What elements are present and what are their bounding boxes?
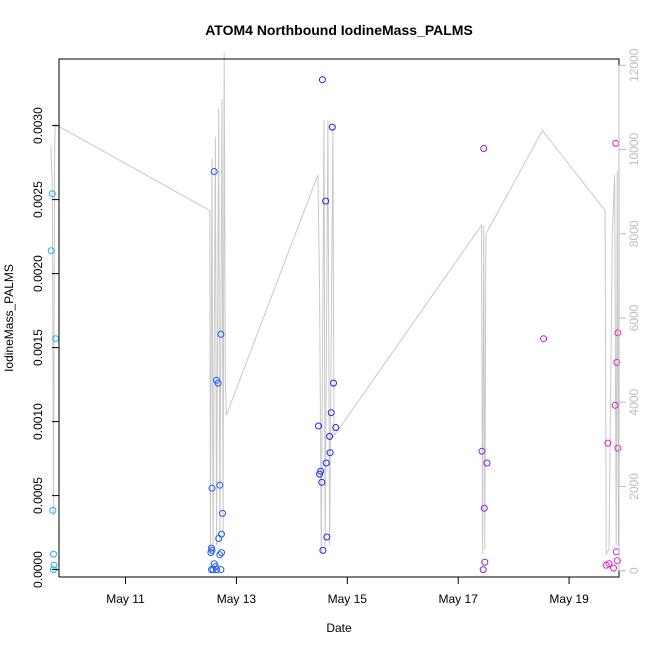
data-point-41: [319, 546, 327, 554]
data-point-44: [483, 459, 491, 467]
y2-tick-label-1: 2000: [627, 473, 641, 500]
data-point-4: [50, 550, 57, 558]
data-point-26: [217, 566, 225, 574]
data-point-46: [481, 558, 489, 566]
data-point-31: [327, 409, 335, 417]
chart-title: ATOM4 Northbound IodineMass_PALMS: [205, 22, 473, 38]
x-tick-label-1: May 13: [217, 592, 257, 606]
data-point-25: [213, 566, 220, 574]
y-tick-label-5: 0.0025: [31, 181, 45, 218]
data-point-36: [322, 459, 330, 467]
secondary-y-axis: 0 2000 4000 6000 8000 10000 12000: [618, 48, 641, 574]
data-point-24: [209, 566, 217, 574]
data-point-0: [48, 190, 56, 198]
y-tick-label-1: 0.0005: [31, 477, 45, 514]
data-point-51: [613, 358, 621, 366]
data-point-47: [479, 566, 487, 574]
y-tick-label-3: 0.0015: [31, 329, 45, 366]
x-axis-label: Date: [326, 621, 352, 635]
data-point-42: [480, 145, 488, 152]
data-point-34: [326, 432, 334, 440]
secondary-trace-line: [50, 52, 619, 556]
y2-tick-label-0: 0: [627, 567, 641, 574]
data-point-30: [330, 379, 337, 387]
x-tick-label-4: May 19: [549, 592, 589, 606]
x-tick-label-2: May 15: [328, 592, 368, 606]
y-axis: 0.0000 0.0005 0.0010 0.0015 0.0020 0.0025 0.00…: [31, 107, 60, 588]
y-tick-label-6: 0.0030: [31, 107, 45, 144]
data-point-5: [50, 561, 58, 569]
y-tick-label-4: 0.0020: [31, 255, 45, 292]
data-point-53: [614, 444, 622, 452]
data-point-10: [214, 379, 222, 387]
data-point-48: [540, 335, 548, 343]
data-point-20: [216, 551, 224, 559]
data-point-12: [208, 484, 216, 492]
data-point-39: [318, 478, 326, 486]
data-point-33: [332, 424, 340, 431]
data-point-15: [215, 535, 223, 542]
y2-tick-label-5: 10000: [627, 133, 641, 167]
data-point-35: [326, 449, 334, 457]
data-point-59: [610, 564, 617, 572]
data-point-38: [316, 470, 324, 478]
data-point-19: [218, 549, 225, 557]
data-point-18: [207, 549, 215, 557]
data-point-32: [315, 422, 322, 430]
data-point-40: [323, 533, 331, 541]
data-point-56: [613, 557, 621, 565]
data-point-52: [611, 401, 619, 409]
secondary-trace-layer: [50, 52, 619, 556]
y2-tick-label-3: 6000: [627, 304, 641, 331]
data-point-11: [216, 481, 224, 489]
y2-tick-label-2: 4000: [627, 389, 641, 416]
data-point-13: [219, 509, 227, 517]
data-point-3: [49, 506, 57, 514]
x-tick-label-3: May 17: [439, 592, 479, 606]
y-tick-label-2: 0.0010: [31, 403, 45, 440]
data-point-54: [604, 439, 612, 447]
x-tick-label-0: May 11: [106, 592, 145, 606]
data-point-50: [614, 329, 622, 337]
data-point-27: [318, 76, 326, 84]
y2-tick-label-6: 12000: [627, 48, 641, 82]
x-axis: May 11 May 13 May 15 May 17 May 19: [106, 576, 589, 606]
data-point-45: [480, 504, 488, 512]
y2-tick-label-4: 8000: [627, 220, 641, 247]
data-point-29: [322, 197, 330, 205]
y-tick-label-0: 0.0000: [31, 551, 45, 588]
data-point-28: [328, 123, 336, 131]
data-point-7: [210, 168, 218, 175]
data-point-8: [217, 330, 225, 338]
data-point-58: [602, 561, 610, 569]
y-axis-label: IodineMass_PALMS: [2, 264, 16, 372]
data-point-1: [47, 247, 55, 255]
data-point-43: [478, 447, 486, 455]
